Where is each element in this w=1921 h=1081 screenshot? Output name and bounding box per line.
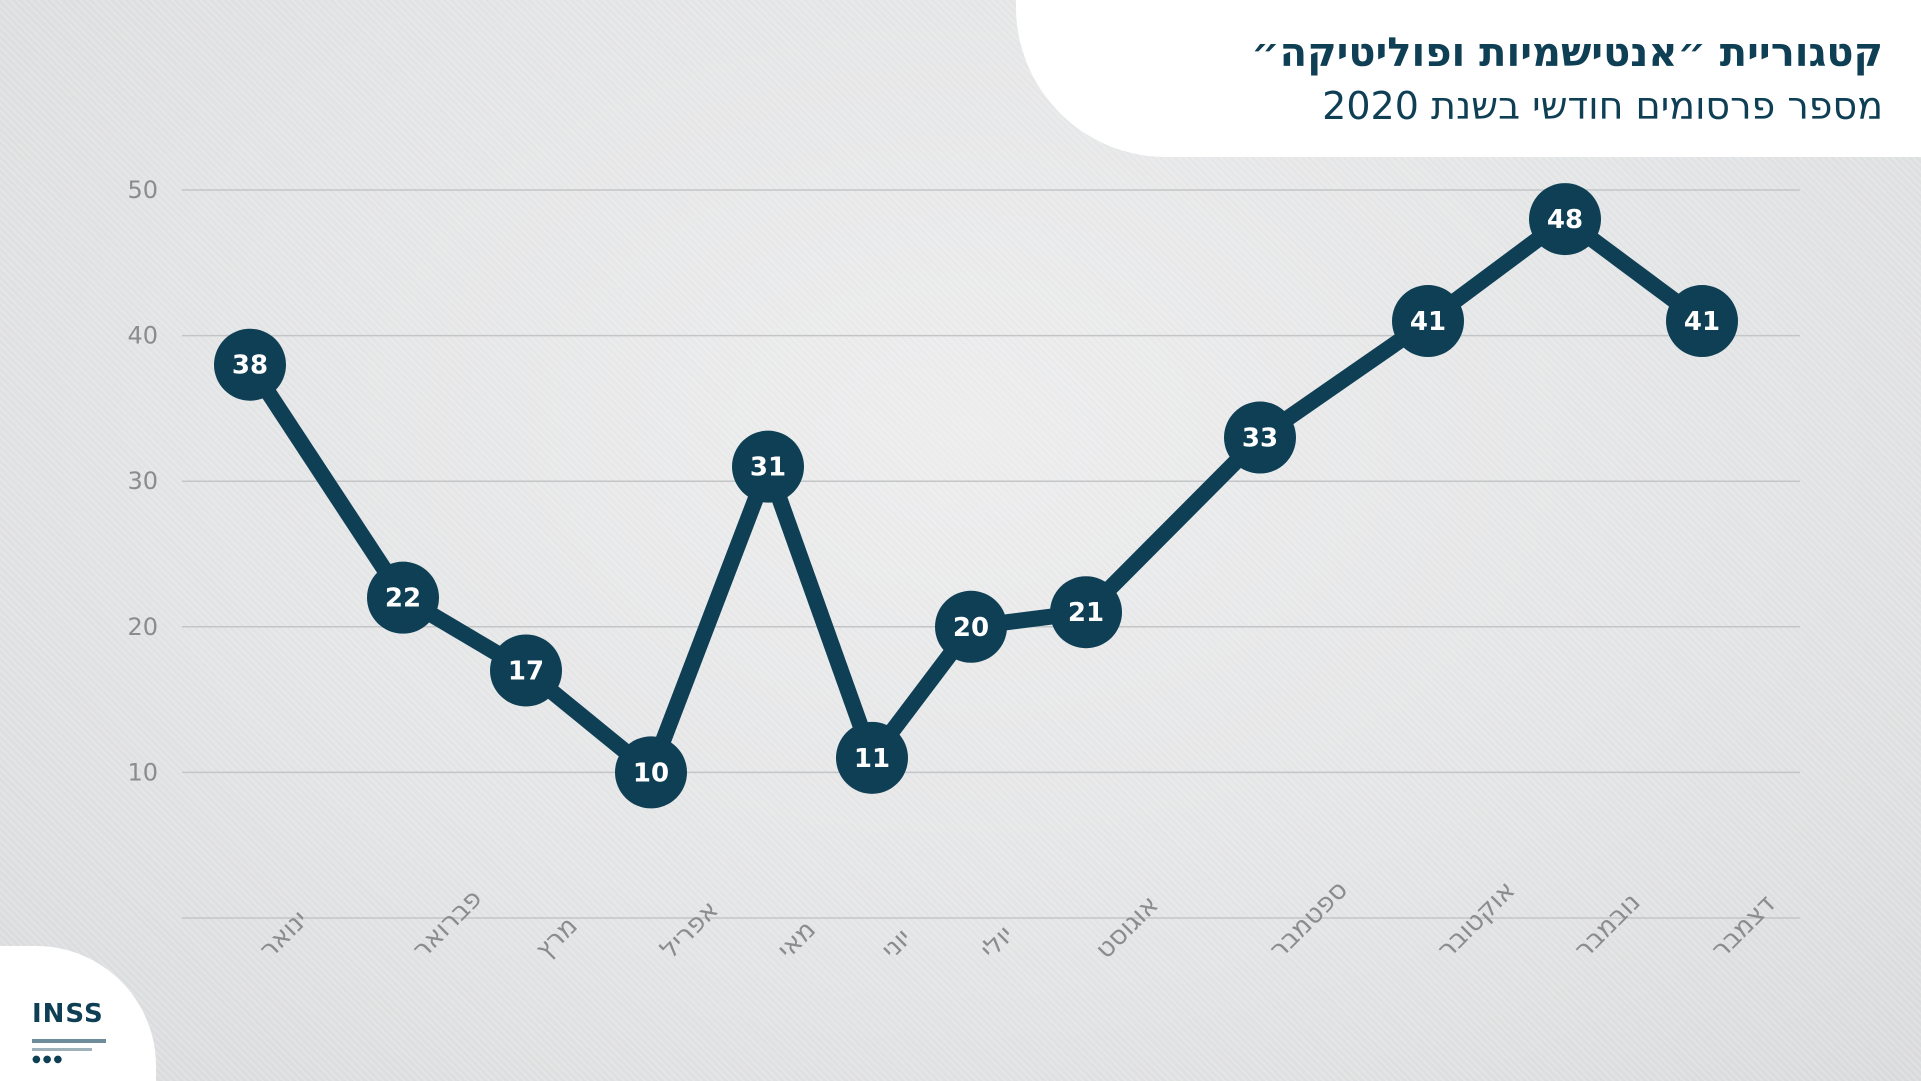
y-tick-label: 30 [127, 467, 158, 495]
data-label: 10 [633, 758, 669, 788]
data-point [935, 590, 1007, 663]
x-category-label: מרץ [530, 911, 584, 965]
data-point [1224, 401, 1296, 474]
grid-lines [182, 189, 1800, 919]
x-category-label: דצמבר [1706, 889, 1782, 965]
data-label: 20 [953, 613, 989, 643]
x-category-label: יולי [975, 920, 1020, 965]
data-point [1050, 576, 1122, 649]
x-category-label: אוגוסט [1090, 890, 1165, 965]
x-category-label: אוקטובר [1432, 875, 1521, 964]
data-point [1392, 285, 1464, 358]
logo-dots-icon: ●●● [32, 1054, 65, 1065]
data-point [732, 430, 804, 503]
x-category-label: ספטמבר [1264, 875, 1354, 965]
chart-subtitle: מספר פרסומים חודשי בשנת 2020 [1322, 84, 1883, 128]
data-point [490, 634, 562, 707]
x-axis-categories: ינואר פברואר מרץ אפריל מאי יוני יולי אוגוסט ספטמ… [254, 875, 1782, 965]
data-point [214, 328, 286, 401]
data-point [367, 561, 439, 634]
data-label: 41 [1684, 307, 1720, 337]
y-tick-label: 10 [127, 758, 158, 786]
x-category-label: ינואר [254, 905, 314, 965]
data-label: 41 [1410, 307, 1446, 337]
data-label: 33 [1242, 424, 1278, 454]
title-card: קטגוריית ״אנטישמיות ופוליטיקה״ מספר פרסו… [1016, 0, 1921, 157]
series-polyline [242, 211, 1710, 781]
x-category-label: נובמבר [1569, 887, 1647, 965]
x-category-label: אפריל [655, 895, 725, 965]
logo-underline-secondary [32, 1048, 92, 1051]
data-point [836, 721, 908, 794]
data-point [1666, 285, 1738, 358]
data-label: 21 [1068, 598, 1104, 628]
data-label: 11 [854, 744, 890, 774]
data-label: 17 [508, 656, 544, 686]
data-label: 31 [750, 453, 786, 483]
y-axis-ticks: 10 20 30 40 50 [127, 176, 158, 786]
data-label: 48 [1547, 205, 1583, 235]
y-tick-label: 40 [127, 322, 158, 350]
data-label: 22 [385, 584, 421, 614]
x-category-label: מאי [772, 915, 822, 965]
inss-logo: INSS [32, 999, 104, 1029]
series-line [242, 211, 1710, 781]
data-point [1529, 183, 1601, 256]
x-category-label: יוני [876, 923, 918, 965]
data-points: 38 22 17 10 31 11 20 21 33 41 48 41 [214, 183, 1738, 809]
logo-underline [32, 1039, 106, 1043]
x-category-label: פברואר [407, 884, 488, 965]
y-tick-label: 20 [127, 613, 158, 641]
data-label: 38 [232, 351, 268, 381]
chart-title: קטגוריית ״אנטישמיות ופוליטיקה״ [1251, 30, 1883, 76]
y-tick-label: 50 [127, 176, 158, 204]
data-point [615, 736, 687, 809]
